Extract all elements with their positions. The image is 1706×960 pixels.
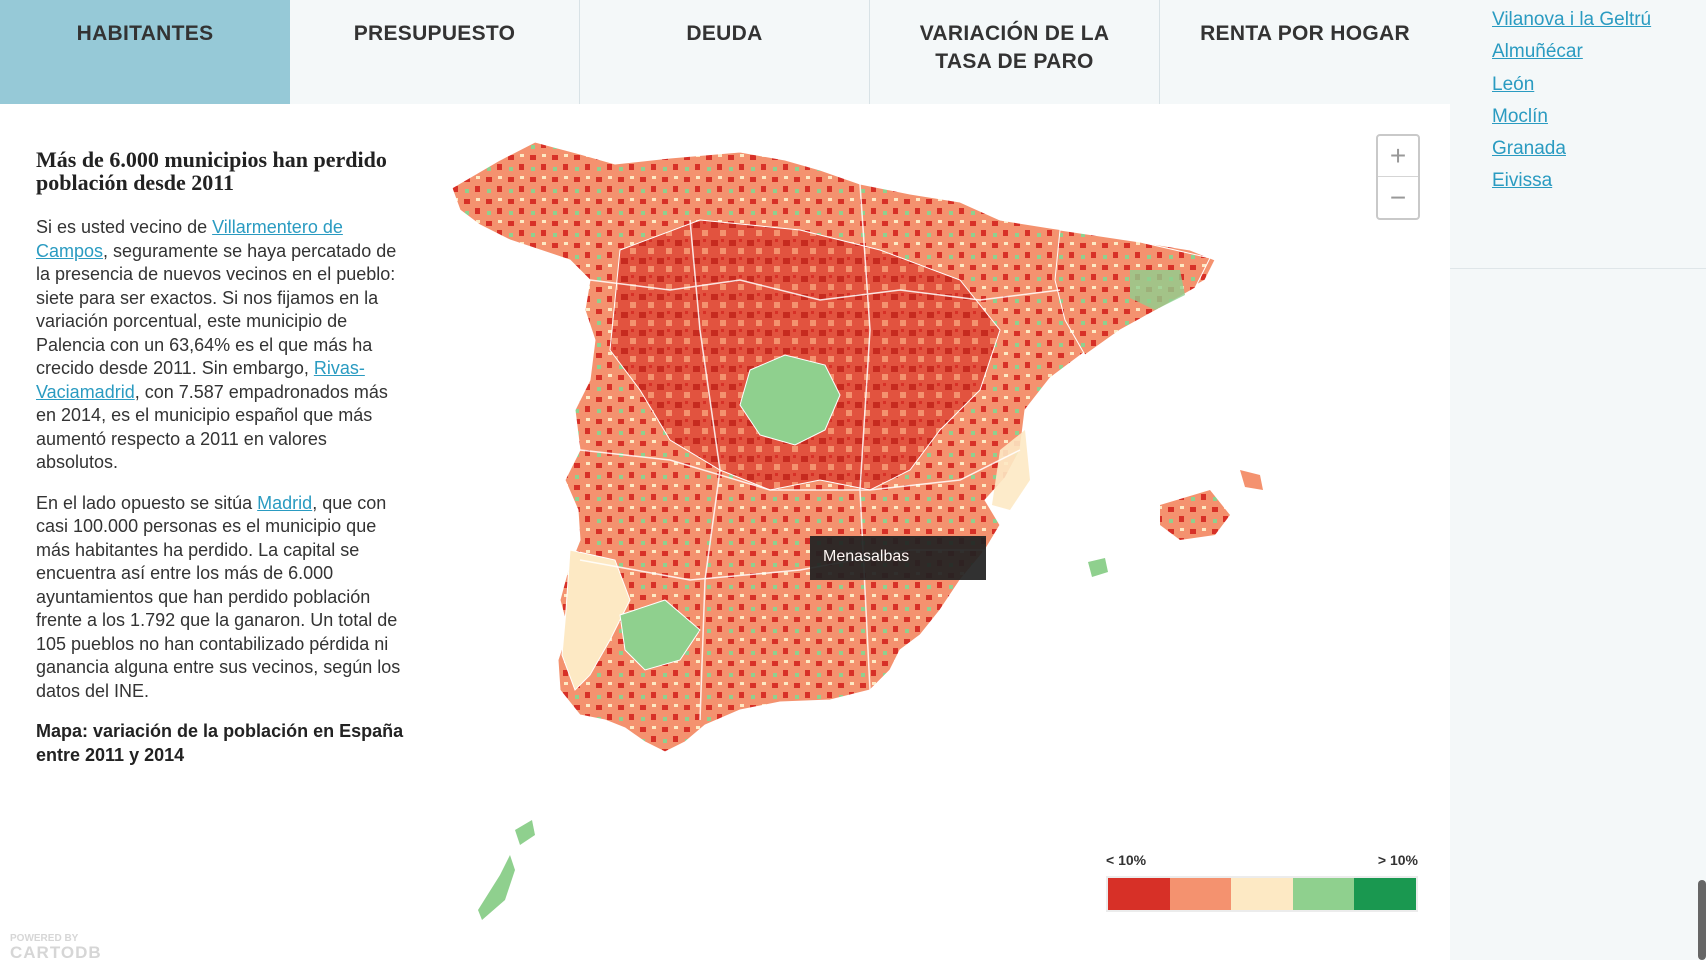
tab-habitantes[interactable]: HABITANTES [0,0,290,104]
map-legend: < 10% > 10% [1106,852,1418,912]
zoom-control: + − [1376,134,1420,220]
legend-color-bar [1106,876,1418,912]
legend-swatch [1231,878,1293,910]
spain-choropleth-map[interactable] [440,130,1440,960]
article: Más de 6.000 municipios han perdido pobl… [36,148,406,767]
text: En el lado opuesto se sitúa [36,492,258,513]
ibiza-island[interactable] [1088,558,1108,577]
menorca-island[interactable] [1240,470,1263,490]
central-region[interactable] [609,219,1001,491]
legend-swatch [1169,878,1232,910]
canary-fuerteventura[interactable] [478,855,515,920]
legend-swatch [1292,878,1355,910]
mallorca-island[interactable] [1160,490,1230,540]
link-madrid[interactable]: Madrid [257,492,313,513]
madrid-region[interactable] [739,354,841,446]
tab-presupuesto[interactable]: PRESUPUESTO [290,0,580,104]
article-paragraph: En el lado opuesto se sitúa Madrid, que … [36,492,406,704]
text: , que con casi 100.000 personas es el mu… [36,492,401,701]
map-caption: Mapa: variación de la población en Españ… [36,721,404,765]
text: , seguramente se haya percatado de la pr… [36,240,397,379]
powered-by-text: POWERED BY [10,933,79,944]
scrollbar-thumb[interactable] [1698,880,1706,960]
valencia-coast[interactable] [992,430,1030,510]
canary-lanzarote[interactable] [515,820,535,845]
tab-label: DEUDA [686,22,763,45]
nav-tabs: HABITANTES PRESUPUESTO DEUDA VARIACIÓN D… [0,0,1450,104]
tab-label: PRESUPUESTO [353,22,516,45]
zoom-in-button[interactable]: + [1378,136,1418,177]
link-rivas[interactable]: Rivas-Vaciamadrid [36,358,365,402]
sidebar: Vilanova i la Geltrú Almuñécar León Mocl… [1450,0,1706,960]
sidebar-link[interactable]: Granada [1492,138,1566,160]
sidebar-link[interactable]: León [1492,73,1535,95]
zoom-out-button[interactable]: − [1389,181,1407,213]
tab-label: HABITANTES [76,22,214,45]
sidebar-link[interactable]: Almuñécar [1492,41,1583,63]
tab-label: RENTA POR HOGAR [1200,22,1410,45]
legend-labels: < 10% > 10% [1106,852,1418,868]
legend-swatch [1354,878,1416,910]
article-title: Más de 6.000 municipios han perdido pobl… [36,147,387,195]
municipality-links: Vilanova i la Geltrú Almuñécar León Mocl… [1492,4,1651,198]
catalonia-green[interactable] [1130,270,1185,310]
andalucia-green[interactable] [619,599,701,671]
article-paragraph: Si es usted vecino de Villarmentero de C… [36,216,406,475]
tab-variacion-paro[interactable]: VARIACIÓN DE LA TASA DE PARO [870,0,1160,104]
link-villarmentero[interactable]: Villarmentero de Campos [36,217,343,261]
map-tooltip: Menasalbas [810,536,986,580]
legend-high-label: > 10% [1377,852,1418,868]
andalucia-west[interactable] [561,549,631,691]
sidebar-link[interactable]: Moclín [1492,105,1548,127]
tab-renta-hogar[interactable]: RENTA POR HOGAR [1160,0,1450,104]
cartodb-attribution: POWERED BY CARTODB [10,934,102,960]
text: Si es usted vecino de [36,217,213,237]
text: , con 7.587 empadronados más en 2014, es… [36,381,388,473]
sidebar-link[interactable]: Eivissa [1492,170,1553,192]
cartodb-logo: CARTODB [10,943,102,960]
sidebar-link[interactable]: Vilanova i la Geltrú [1492,9,1652,30]
legend-low-label: < 10% [1106,852,1147,868]
legend-swatch [1108,878,1170,910]
tab-label: VARIACIÓN DE LA TASA DE PARO [919,22,1110,73]
sidebar-divider [1450,268,1706,269]
tab-deuda[interactable]: DEUDA [580,0,870,104]
